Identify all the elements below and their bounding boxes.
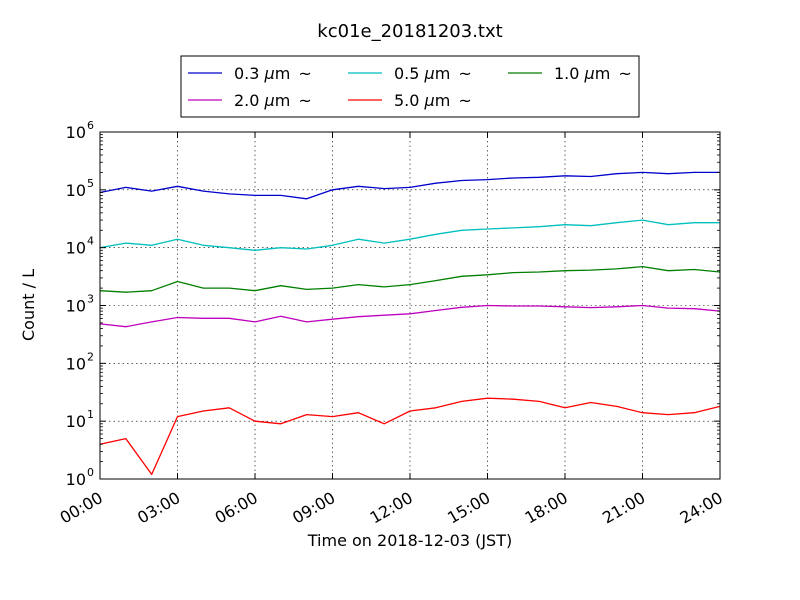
series-line-0-5um: [99, 219, 720, 251]
legend-size: 0.5: [394, 64, 425, 83]
y-tick-exponent: 5: [87, 177, 94, 190]
legend-size: 2.0: [234, 91, 265, 110]
legend-tail: ~: [458, 64, 471, 83]
y-tick-base: 10: [66, 239, 86, 258]
y-tick-base: 10: [66, 123, 86, 142]
series-line-0-3um: [99, 171, 720, 200]
y-axis-label: Count / L: [19, 269, 38, 341]
series-line-1-0um: [99, 265, 721, 293]
y-tick-base: 10: [66, 297, 86, 316]
series-line-2-0um: [99, 304, 721, 328]
legend-entry-label: 2.0 μm ~: [234, 91, 312, 110]
y-tick-base: 10: [66, 354, 86, 373]
series-line-5-0um: [99, 397, 721, 476]
x-axis-label: Time on 2018-12-03 (JST): [307, 531, 512, 550]
legend-unit: m: [275, 91, 291, 110]
y-tick-exponent: 1: [87, 408, 94, 421]
y-tick-label: 10: [66, 123, 86, 142]
legend-entry-label: 0.5 μm ~: [394, 64, 472, 83]
legend: 0.3 μm ~0.5 μm ~1.0 μm ~2.0 μm ~5.0 μm ~: [180, 55, 640, 118]
legend-mu: μ: [264, 91, 275, 110]
legend-mu: μ: [424, 64, 435, 83]
y-tick-exponent: 4: [87, 235, 94, 248]
legend-tail: ~: [298, 64, 311, 83]
y-tick-label: 10: [66, 297, 86, 316]
y-tick-exponent: 0: [87, 466, 94, 479]
y-tick-label: 10: [66, 470, 86, 489]
y-tick-label: 10: [66, 412, 86, 431]
legend-tail: ~: [298, 91, 311, 110]
y-tick-base: 10: [66, 470, 86, 489]
legend-frame: [180, 55, 640, 118]
y-tick-label: 10: [66, 354, 86, 373]
legend-entry-label: 5.0 μm ~: [394, 91, 472, 110]
y-tick-base: 10: [66, 181, 86, 200]
legend-unit: m: [275, 64, 291, 83]
y-tick-label: 10: [66, 181, 86, 200]
legend-unit: m: [435, 64, 451, 83]
legend-tail: ~: [458, 91, 471, 110]
legend-entry-label: 1.0 μm ~: [554, 64, 632, 83]
y-tick-base: 10: [66, 412, 86, 431]
legend-size: 5.0: [394, 91, 425, 110]
legend-size: 0.3: [234, 64, 265, 83]
legend-unit: m: [435, 91, 451, 110]
legend-mu: μ: [264, 64, 275, 83]
series-group: [99, 171, 721, 476]
legend-tail: ~: [618, 64, 631, 83]
legend-unit: m: [595, 64, 611, 83]
legend-mu: μ: [584, 64, 595, 83]
legend-mu: μ: [424, 91, 435, 110]
y-tick-exponent: 2: [87, 350, 94, 363]
legend-size: 1.0: [554, 64, 585, 83]
y-tick-exponent: 3: [87, 293, 94, 306]
y-tick-label: 10: [66, 239, 86, 258]
y-tick-exponent: 6: [87, 119, 94, 132]
legend-entry-label: 0.3 μm ~: [234, 64, 312, 83]
chart-title: kc01e_20181203.txt: [317, 21, 502, 42]
